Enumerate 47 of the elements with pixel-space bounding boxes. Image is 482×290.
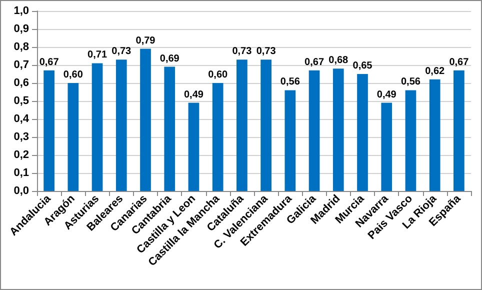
bar: [236, 60, 248, 191]
bar: [188, 102, 200, 191]
y-tick-label: 0,2: [14, 149, 29, 161]
data-label: 0,60: [63, 70, 84, 80]
bar: [140, 48, 151, 191]
y-tick-label: 0,8: [14, 41, 29, 53]
y-tick-label: 0,3: [14, 131, 29, 143]
bar: [92, 63, 103, 191]
y-tick-label: 1,0: [14, 5, 29, 17]
data-label: 0,65: [352, 60, 373, 72]
y-tick-label: 0,0: [14, 185, 29, 197]
data-label: 0,60: [208, 70, 228, 80]
data-label: 0,56: [280, 76, 300, 88]
bar: [116, 60, 127, 191]
bar: [405, 90, 416, 191]
bar: [308, 70, 320, 191]
bar: [381, 102, 392, 191]
y-tick-label: 0,1: [14, 167, 29, 179]
data-label: 0,67: [449, 56, 470, 68]
data-label: 0,73: [232, 46, 252, 58]
bar: [212, 83, 224, 191]
bar: [284, 90, 296, 191]
data-label: 0,68: [328, 55, 349, 66]
data-label: 0,71: [88, 50, 108, 61]
bar: [357, 74, 368, 191]
y-tick-label: 0,4: [14, 113, 30, 125]
y-tick-label: 0,9: [14, 23, 29, 35]
y-tick-label: 0,6: [14, 77, 29, 89]
data-label: 0,73: [256, 46, 276, 58]
bar: [429, 79, 440, 191]
y-tick-label: 0,7: [14, 59, 29, 71]
data-label: 0,67: [304, 56, 324, 68]
data-label: 0,49: [184, 89, 204, 100]
data-label: 0,62: [425, 66, 445, 77]
bar: [44, 70, 54, 191]
y-tick-label: 0,5: [14, 95, 29, 107]
data-label: 0,49: [376, 89, 397, 100]
data-label: 0,56: [400, 76, 421, 88]
data-label: 0,79: [136, 35, 156, 46]
bar: [332, 68, 344, 191]
bar: [164, 66, 176, 191]
data-label: 0,69: [160, 53, 180, 64]
bar: [454, 70, 464, 191]
data-label: 0,73: [112, 46, 132, 58]
bar: [260, 60, 272, 191]
bar: [68, 83, 79, 191]
data-label: 0,67: [39, 56, 60, 68]
